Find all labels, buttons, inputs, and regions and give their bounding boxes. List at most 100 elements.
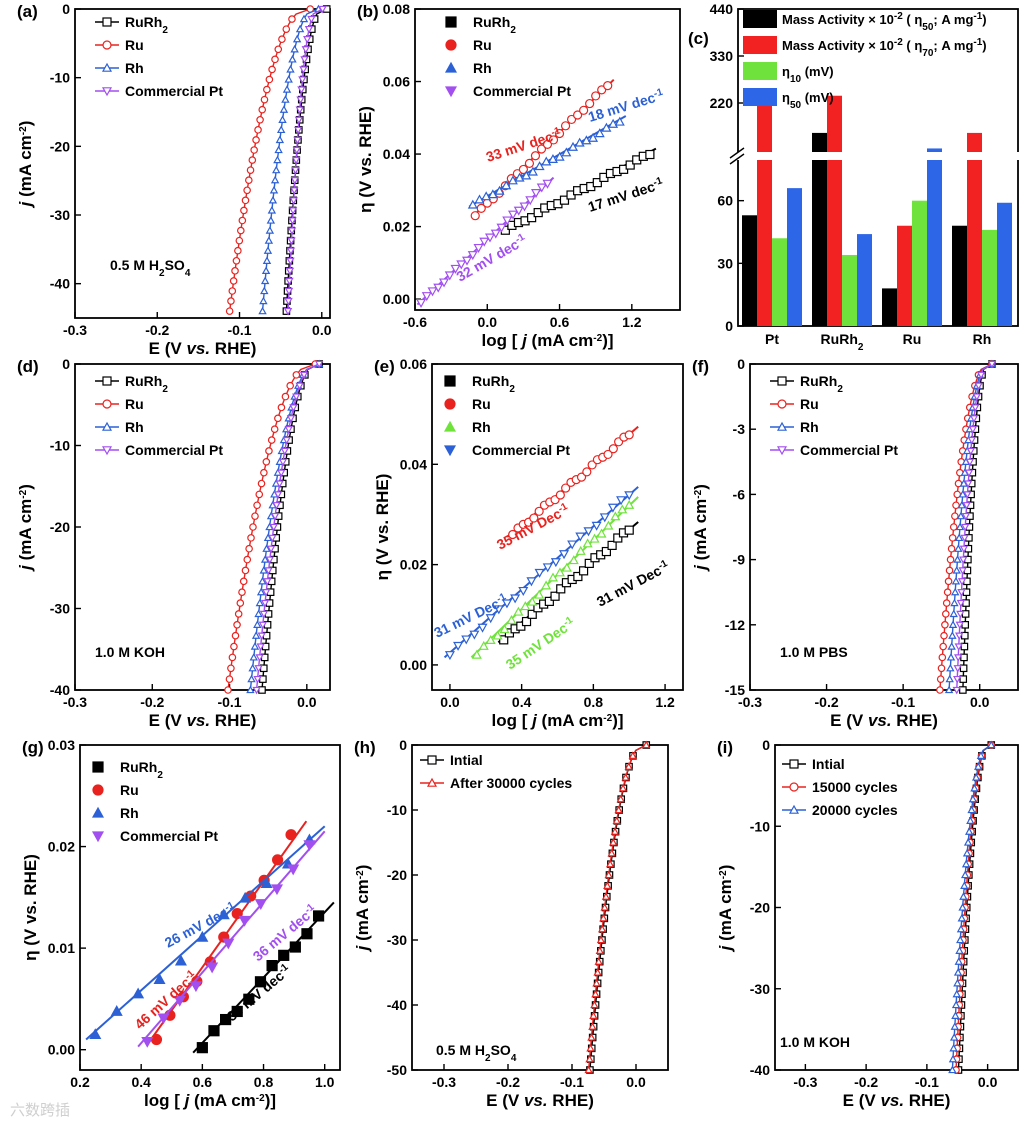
data-point (508, 529, 518, 540)
data-point (260, 286, 269, 295)
data-point (312, 910, 325, 922)
data-point (954, 957, 964, 965)
data-point (132, 987, 145, 999)
data-point (534, 589, 545, 599)
data-point (945, 566, 954, 575)
bar (857, 234, 872, 326)
y-tick-label: -10 (50, 438, 70, 454)
data-point (270, 425, 279, 434)
electrolyte-label: 1.0 M PBS (780, 644, 848, 660)
data-point (948, 534, 957, 542)
data-point (953, 665, 962, 673)
y-tick-label: 0.00 (383, 291, 410, 307)
data-point (567, 141, 579, 151)
bar (842, 254, 857, 326)
data-point (616, 496, 627, 506)
watermark: 六数跨插 (10, 1101, 70, 1119)
x-tick-label: 0.4 (131, 1074, 151, 1090)
data-point (952, 989, 961, 998)
data-point (527, 609, 537, 619)
slope-label: 34 mV dec-1 (223, 961, 294, 1024)
data-point (936, 686, 944, 694)
data-point (518, 164, 529, 175)
data-point (589, 533, 600, 543)
y-tick-label: 0 (62, 1, 70, 17)
x-tick-label: -0.3 (63, 322, 87, 338)
data-point (474, 194, 485, 204)
data-point (235, 236, 244, 245)
data-point (246, 685, 255, 694)
panel-c (729, 8, 1020, 327)
panel-label: (f) (692, 357, 709, 376)
data-point (617, 504, 628, 514)
data-point (959, 556, 968, 565)
data-point (286, 415, 296, 423)
x-tick-label: 0.0 (978, 1074, 998, 1090)
data-point (499, 624, 510, 634)
y-tick-label: -3 (733, 421, 746, 437)
data-point (254, 665, 263, 673)
data-point (949, 523, 958, 531)
x-tick-label: Ru (903, 331, 922, 347)
data-point (507, 175, 518, 185)
data-point (947, 642, 956, 650)
data-point (951, 512, 959, 520)
data-point (278, 115, 287, 123)
y-tick-label: -30 (387, 932, 407, 948)
y-tick-label: -12 (725, 617, 745, 633)
data-point (962, 848, 972, 857)
data-point (953, 555, 962, 563)
y-tick-label: -30 (750, 981, 770, 997)
legend-label: Rh (472, 419, 491, 435)
y-axis-label: j (mA cm-2) (691, 484, 710, 572)
data-point (278, 949, 290, 961)
x-tick-label: 0.6 (193, 1074, 213, 1090)
data-point (473, 243, 484, 253)
panel-g (79, 744, 341, 1071)
legend-label: After 30000 cycles (450, 775, 572, 791)
data-point (225, 675, 234, 683)
data-point (273, 155, 282, 164)
data-point (314, 360, 324, 369)
legend-swatch (743, 88, 777, 106)
data-point (295, 106, 304, 115)
data-point (589, 1011, 598, 1019)
data-point (960, 653, 968, 662)
data-point (259, 296, 268, 305)
data-point (189, 981, 202, 993)
data-point (283, 307, 293, 316)
data-point (433, 283, 444, 293)
y-axis-label: η (V vs. RHE) (356, 106, 375, 213)
data-point (257, 632, 266, 641)
data-point (541, 580, 552, 590)
data-point (507, 210, 519, 220)
data-point (467, 251, 478, 261)
data-point (267, 436, 276, 444)
legend-marker (102, 376, 112, 386)
panel-b (414, 8, 681, 311)
data-point (578, 566, 589, 576)
data-point (284, 426, 293, 434)
data-point (600, 903, 609, 911)
legend-label: Commercial Pt (120, 828, 218, 844)
x-tick-label: -0.3 (432, 1074, 456, 1090)
y-tick-label: 0 (725, 318, 733, 334)
fit-line (85, 825, 326, 1041)
data-point (526, 577, 537, 587)
slope-label: 35 mV Dec-1 (494, 500, 573, 552)
data-point (461, 256, 473, 266)
x-tick-label: 1.2 (655, 694, 675, 710)
data-point (290, 177, 300, 185)
legend-marker (102, 17, 112, 27)
x-axis-label: E (V vs. RHE) (149, 339, 257, 358)
data-point (470, 211, 480, 221)
bar (787, 188, 802, 326)
electrolyte-label: 0.5 M H2SO4 (110, 257, 191, 279)
data-point (285, 829, 297, 841)
data-point (270, 175, 280, 184)
data-point (254, 609, 263, 618)
data-point (964, 469, 974, 478)
data-point (299, 66, 308, 74)
data-point (284, 287, 294, 296)
